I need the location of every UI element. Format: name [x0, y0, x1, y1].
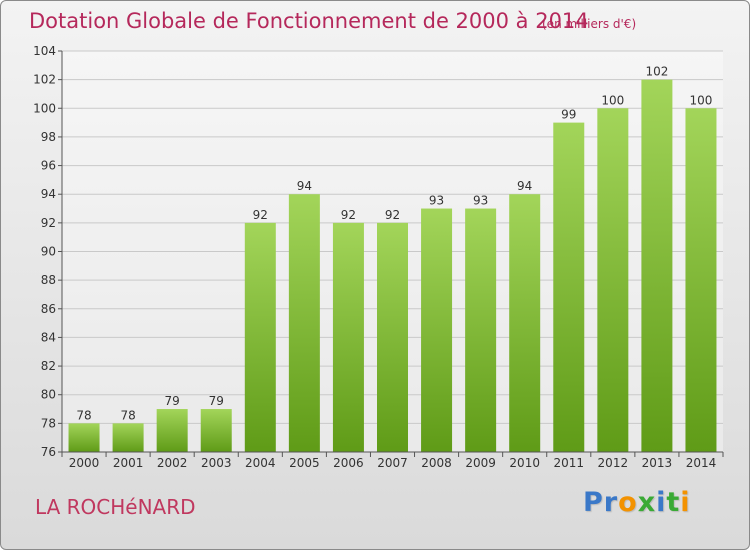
y-tick-label: 90: [41, 245, 56, 259]
commune-name: LA ROCHéNARD: [35, 495, 196, 519]
bar-2005: [288, 194, 320, 452]
x-tick-label: 2006: [333, 456, 364, 470]
y-tick-label: 88: [41, 273, 56, 287]
x-tick-label: 2014: [686, 456, 717, 470]
x-tick-label: 2007: [377, 456, 408, 470]
y-tick-label: 76: [41, 445, 56, 459]
y-tick-label: 92: [41, 216, 56, 230]
logo-letter: r: [603, 487, 619, 518]
x-tick-label: 2009: [465, 456, 496, 470]
y-tick-label: 98: [41, 130, 56, 144]
data-label: 93: [429, 194, 444, 208]
data-label: 92: [341, 208, 356, 222]
y-tick-label: 94: [41, 187, 56, 201]
data-label: 92: [385, 208, 400, 222]
data-label: 79: [209, 394, 224, 408]
x-tick-label: 2000: [69, 456, 100, 470]
data-label: 78: [76, 408, 91, 422]
bar-2002: [156, 409, 188, 452]
bar-2006: [332, 222, 364, 452]
data-label: 79: [165, 394, 180, 408]
axes: 76 78 80 82 84 86 88 90 92 94 96 98 100 102 104 2000 200…: [33, 44, 724, 470]
x-tick-label: 2003: [201, 456, 232, 470]
bars: [68, 79, 717, 453]
y-tick-label: 80: [41, 388, 56, 402]
data-label: 100: [601, 93, 624, 107]
data-label: 92: [253, 208, 268, 222]
bar-2007: [377, 222, 408, 452]
y-tick-label: 100: [33, 101, 56, 115]
chart-subtitle: (en milliers d'€): [542, 17, 637, 31]
y-tick-label: 86: [41, 302, 56, 316]
x-tick-label: 2001: [113, 456, 144, 470]
data-label: 94: [297, 179, 312, 193]
x-tick-label: 2012: [598, 456, 629, 470]
data-label: 99: [561, 108, 576, 122]
x-tick-label: 2002: [157, 456, 188, 470]
bar-2012: [597, 108, 629, 453]
chart-title: Dotation Globale de Fonctionnement de 20…: [29, 9, 589, 33]
bar-2013: [641, 79, 673, 453]
y-tick-label: 102: [33, 73, 56, 87]
bar-2003: [200, 409, 232, 452]
logo-letter: o: [618, 487, 638, 518]
x-tick-label: 2011: [553, 456, 584, 470]
bar-2010: [509, 194, 541, 452]
data-label: 102: [645, 65, 668, 79]
logo-letter: t: [666, 487, 681, 518]
proxiti-logo: Proxiti: [583, 487, 691, 518]
y-tick-label: 82: [41, 359, 56, 373]
y-tick-label: 104: [33, 44, 56, 58]
y-tick-label: 96: [41, 159, 56, 173]
bar-2011: [553, 122, 585, 452]
logo-letter: x: [637, 487, 657, 518]
data-labels: 78 78 79 79 92 94 92 92 93 93 94 99 100 102 100: [76, 65, 712, 423]
data-label: 78: [120, 408, 135, 422]
bar-2004: [244, 222, 276, 452]
data-label: 93: [473, 194, 488, 208]
x-tick-label: 2008: [421, 456, 452, 470]
x-tick-label: 2005: [289, 456, 320, 470]
y-tick-label: 84: [41, 330, 56, 344]
x-tick-label: 2013: [642, 456, 673, 470]
bar-2009: [465, 208, 497, 452]
data-label: 94: [517, 179, 532, 193]
x-tick-label: 2010: [509, 456, 540, 470]
logo-letter: i: [656, 487, 667, 518]
logo-letter: i: [680, 487, 691, 518]
bar-2001: [112, 423, 144, 452]
bar-2000: [68, 423, 100, 452]
bar-2008: [421, 208, 453, 452]
y-tick-label: 78: [41, 416, 56, 430]
x-tick-label: 2004: [245, 456, 276, 470]
data-label: 100: [690, 93, 713, 107]
logo-letter: P: [583, 487, 604, 518]
bar-2014: [685, 108, 717, 453]
